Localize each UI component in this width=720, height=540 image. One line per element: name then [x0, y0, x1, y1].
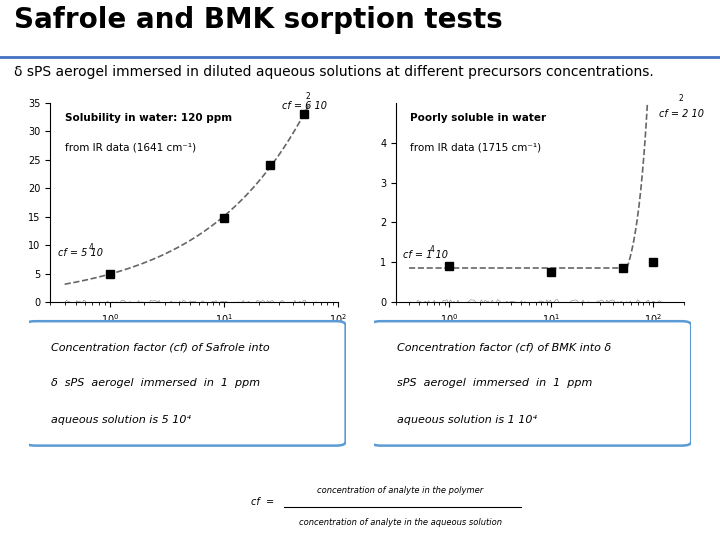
- Text: Safrole and BMK sorption tests: Safrole and BMK sorption tests: [14, 6, 503, 35]
- Text: cf = 2 10: cf = 2 10: [660, 109, 704, 119]
- Text: concentration of analyte in the aqueous solution: concentration of analyte in the aqueous …: [299, 518, 502, 527]
- FancyBboxPatch shape: [26, 321, 346, 446]
- Text: Concentration factor (cf) of BMK into δ: Concentration factor (cf) of BMK into δ: [397, 342, 611, 352]
- Text: concentration of analyte in the polymer: concentration of analyte in the polymer: [318, 486, 483, 495]
- Text: aqueous solution is 5 10⁴: aqueous solution is 5 10⁴: [51, 415, 191, 424]
- FancyBboxPatch shape: [372, 321, 691, 446]
- Text: cf = 5 10: cf = 5 10: [58, 248, 103, 258]
- Text: 2: 2: [306, 92, 310, 102]
- Text: δ  sPS  aerogel  immersed  in  1  ppm: δ sPS aerogel immersed in 1 ppm: [51, 379, 260, 388]
- Text: Solubility in water: 120 ppm: Solubility in water: 120 ppm: [65, 112, 232, 123]
- Text: 4: 4: [430, 246, 435, 254]
- Text: δ sPS aerogel immersed in diluted aqueous solutions at different precursors conc: δ sPS aerogel immersed in diluted aqueou…: [14, 65, 654, 79]
- Text: from IR data (1715 cm⁻¹): from IR data (1715 cm⁻¹): [410, 143, 541, 153]
- X-axis label: BMK concentration in aqueous solution (ppm): BMK concentration in aqueous solution (p…: [428, 332, 652, 341]
- Text: sPS  aerogel  immersed  in  1  ppm: sPS aerogel immersed in 1 ppm: [397, 379, 592, 388]
- Text: 2: 2: [679, 93, 684, 103]
- Text: cf = 1 10: cf = 1 10: [402, 251, 448, 260]
- Text: from IR data (1641 cm⁻¹): from IR data (1641 cm⁻¹): [65, 143, 196, 153]
- Text: Concentration factor (cf) of Safrole into: Concentration factor (cf) of Safrole int…: [51, 342, 269, 352]
- Text: cf = 6 10: cf = 6 10: [282, 101, 327, 111]
- Text: aqueous solution is 1 10⁴: aqueous solution is 1 10⁴: [397, 415, 536, 424]
- Text: 4: 4: [89, 242, 94, 252]
- Text: cf  =: cf =: [251, 497, 274, 507]
- Text: Poorly soluble in water: Poorly soluble in water: [410, 112, 546, 123]
- X-axis label: Safrole concentration in aqueous solution (ppm): Safrole concentration in aqueous solutio…: [76, 332, 312, 341]
